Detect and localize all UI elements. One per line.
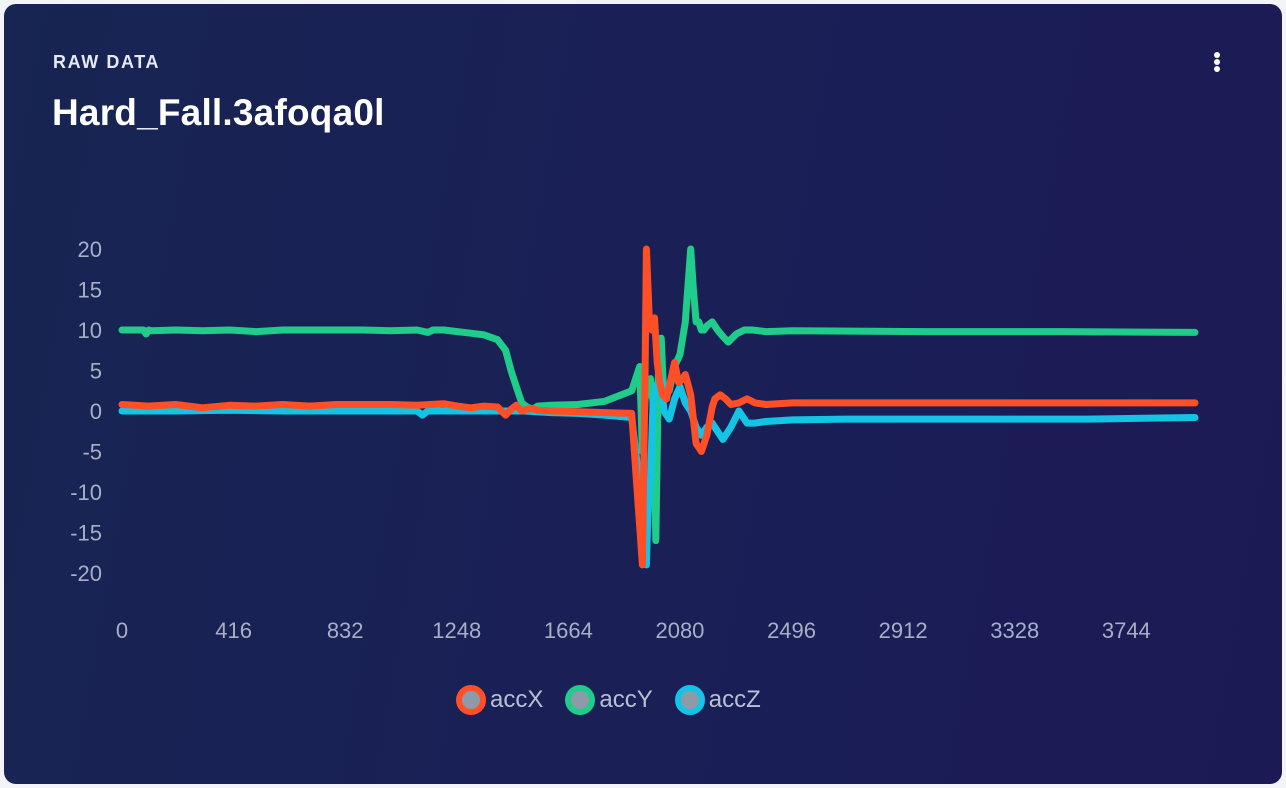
legend-label-accy: accY [599,686,653,713]
series-line-accx [118,245,1199,569]
legend-swatch-accy [565,685,596,715]
chart-legend: accX accY accZ [456,676,761,724]
legend-item-accz[interactable]: accZ [674,685,761,715]
x-tick-label: 2496 [767,618,816,643]
x-tick-label: 2912 [879,618,928,643]
x-tick-label: 2080 [655,618,704,643]
y-tick-label: 15 [78,278,102,303]
series-line-accy [118,245,1199,545]
y-tick-label: 20 [78,237,102,262]
legend-swatch-accz [674,685,705,715]
series-line-accz [118,375,1199,569]
y-tick-label: 10 [78,318,102,343]
y-tick-label: 0 [90,399,102,424]
x-tick-label: 1248 [432,618,481,643]
x-tick-label: 3744 [1102,618,1151,643]
y-tick-label: -15 [70,521,102,546]
card-eyebrow: RAW DATA [53,52,161,72]
card-title: Hard_Fall.3afoqa0l [52,92,385,133]
legend-label-accx: accX [490,686,544,713]
x-tick-label: 3328 [990,618,1039,643]
legend-label-accz: accZ [708,686,761,713]
more-options-button[interactable] [1200,44,1234,78]
x-tick-label: 0 [116,618,128,643]
x-axis-ticks: 0 416 832 1248 1664 2080 2496 2912 3328 3744 [116,618,1151,643]
legend-item-accx[interactable]: accX [456,685,543,715]
y-tick-label: -20 [70,561,102,586]
x-tick-label: 1664 [544,618,593,643]
x-tick-label: 416 [215,618,252,643]
y-tick-label: -5 [82,440,102,465]
y-axis-ticks: 20 15 10 5 0 -5 -10 -15 -20 [70,237,102,586]
x-tick-label: 832 [327,618,364,643]
series-lines [118,245,1199,569]
legend-swatch-accx [456,685,486,715]
y-tick-label: 5 [90,359,102,384]
y-tick-label: -10 [70,480,102,505]
legend-item-accy[interactable]: accY [565,685,653,715]
